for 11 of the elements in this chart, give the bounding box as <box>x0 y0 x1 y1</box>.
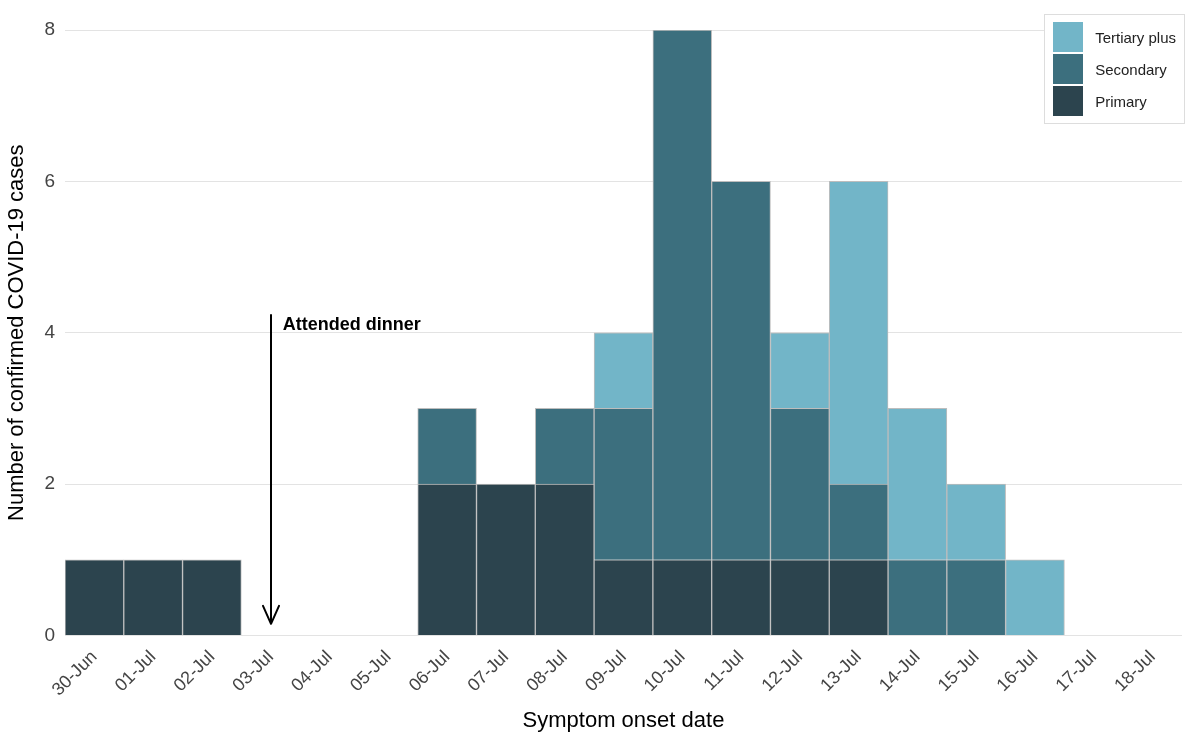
legend-label: Secondary <box>1095 60 1167 78</box>
y-axis-title: Number of confirmed COVID-19 cases <box>3 144 29 521</box>
x-axis-title: Symptom onset date <box>522 706 725 732</box>
legend-label: Primary <box>1095 92 1147 110</box>
y-tick-label: 8 <box>44 18 55 40</box>
annotation: Attended dinner <box>282 312 422 336</box>
y-tick-label: 4 <box>44 320 56 342</box>
legend-label: Tertiary plus <box>1095 28 1176 46</box>
y-tick-label: 6 <box>44 169 55 191</box>
y-tick-label: 2 <box>44 472 55 494</box>
y-tick-label: 0 <box>44 623 55 645</box>
